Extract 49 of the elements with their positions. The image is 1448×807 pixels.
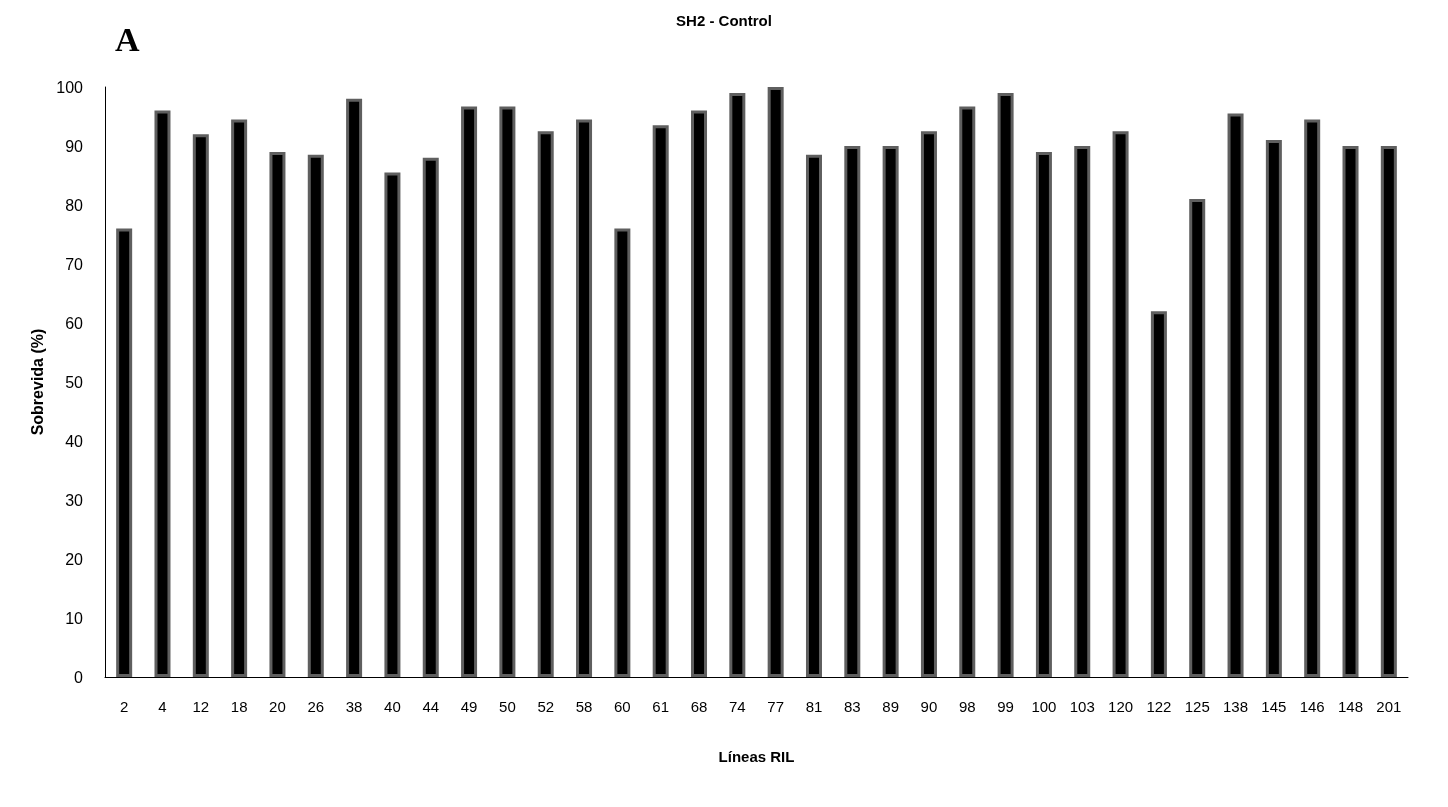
- x-tick-label: 120: [1108, 698, 1134, 715]
- x-tick-label: 90: [920, 698, 938, 715]
- x-tick-label: 145: [1261, 698, 1287, 715]
- x-tick-label: 103: [1069, 698, 1095, 715]
- text: A: [115, 20, 140, 58]
- x-tick-label: 99: [997, 698, 1014, 715]
- y-tick-label: 40: [65, 432, 84, 450]
- y-tick-label: 10: [65, 609, 84, 627]
- x-tick-label: 49: [460, 698, 478, 715]
- x-tick-label: 60: [614, 698, 631, 715]
- x-tick-label: 148: [1338, 698, 1364, 715]
- x-tick-label: 44: [422, 698, 440, 715]
- x-tick-label: 12: [192, 698, 210, 715]
- x-tick-label: 61: [652, 698, 670, 715]
- x-tick-label: 50: [499, 698, 516, 715]
- x-tick-label: 125: [1184, 698, 1210, 715]
- x-tick-label: 201: [1376, 698, 1402, 715]
- x-tick-label: 81: [805, 698, 823, 715]
- y-tick-label: 20: [65, 550, 84, 568]
- y-tick-label: 30: [65, 491, 84, 509]
- x-tick-label: 100: [1031, 698, 1057, 715]
- y-tick-label: 90: [65, 137, 84, 155]
- x-tick-label: 138: [1223, 698, 1249, 715]
- y-tick-label: 60: [65, 314, 84, 332]
- x-tick-label: 2: [119, 698, 129, 715]
- y-tick-label: 70: [65, 255, 84, 273]
- x-tick-label: 122: [1146, 698, 1172, 715]
- x-tick-label: 74: [728, 698, 746, 715]
- x-tick-label: 98: [958, 698, 976, 715]
- y-tick-label: 50: [65, 373, 84, 391]
- x-tick-label: 4: [158, 698, 167, 715]
- x-tick-label: 83: [843, 698, 861, 715]
- x-tick-label: 26: [307, 698, 325, 715]
- x-tick-label: 68: [690, 698, 708, 715]
- x-tick-label: 20: [269, 698, 286, 715]
- x-tick-label: 52: [537, 698, 555, 715]
- x-tick-label: 38: [345, 698, 363, 715]
- y-tick-label: 0: [74, 668, 84, 686]
- x-axis-title: Líneas RIL: [718, 748, 795, 765]
- chart-title: SH2 - Control: [676, 12, 772, 29]
- y-tick-label: 80: [65, 196, 84, 214]
- x-tick-label: 77: [767, 698, 785, 715]
- y-axis-title: Sobrevida (%): [28, 328, 46, 436]
- x-tick-label: 89: [882, 698, 899, 715]
- x-tick-label: 146: [1299, 698, 1325, 715]
- x-tick-label: 40: [384, 698, 401, 715]
- x-tick-label: 58: [575, 698, 593, 715]
- x-tick-label: 18: [230, 698, 248, 715]
- y-tick-label: 100: [56, 78, 84, 96]
